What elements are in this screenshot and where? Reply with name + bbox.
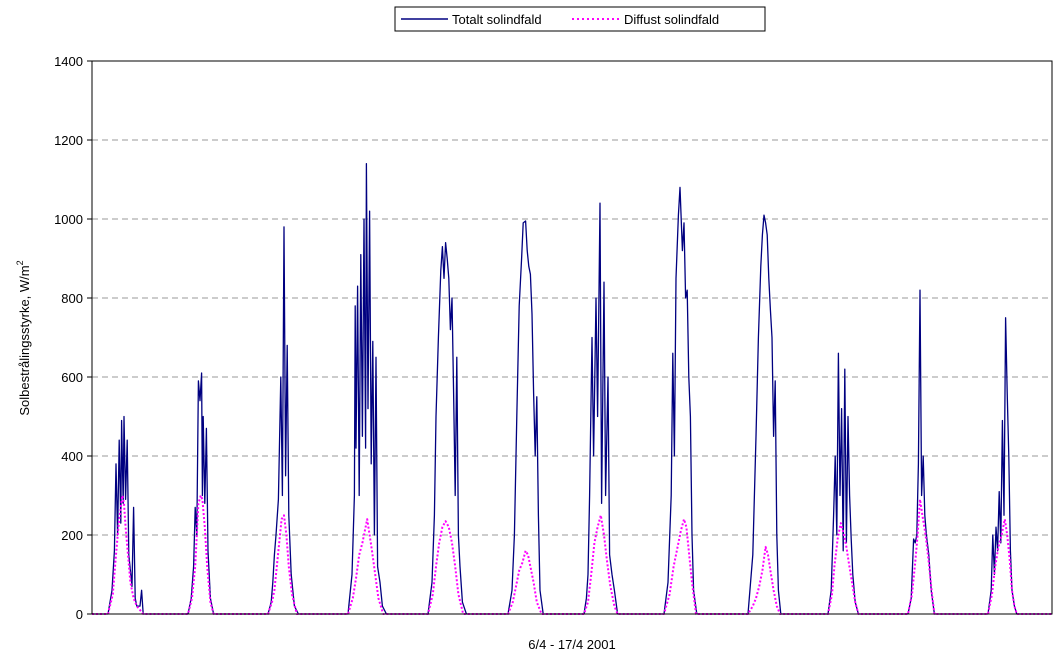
- y-axis-title-superscript: 2: [15, 260, 25, 265]
- y-tick-label-0: 0: [76, 607, 83, 622]
- legend: Totalt solindfald Diffust solindfald: [394, 6, 766, 32]
- series-layer: [92, 163, 1052, 615]
- y-tick-label-800: 800: [61, 291, 83, 306]
- series-line-total: [92, 163, 1052, 615]
- gridlines: [92, 139, 1052, 536]
- y-tick-label-600: 600: [61, 370, 83, 385]
- y-axis-title-main: Solbestrålingsstyrke, W/m: [17, 265, 32, 415]
- y-tick-label-1400: 1400: [54, 54, 83, 69]
- series-line-diffuse: [92, 494, 1052, 615]
- y-tick-label-400: 400: [61, 449, 83, 464]
- legend-box: [394, 6, 766, 32]
- y-axis-title: Solbestrålingsstyrke, W/m2: [15, 260, 32, 415]
- x-axis-title: 6/4 - 17/4 2001: [528, 637, 615, 652]
- y-axis-ticks: 0 200 400 600 800 1000 1200 1400: [54, 54, 92, 622]
- y-tick-label-200: 200: [61, 528, 83, 543]
- legend-label-diffuse: Diffust solindfald: [624, 12, 719, 27]
- legend-label-total: Totalt solindfald: [452, 12, 542, 27]
- y-tick-label-1200: 1200: [54, 133, 83, 148]
- y-tick-label-1000: 1000: [54, 212, 83, 227]
- plot-frame: [91, 60, 1053, 615]
